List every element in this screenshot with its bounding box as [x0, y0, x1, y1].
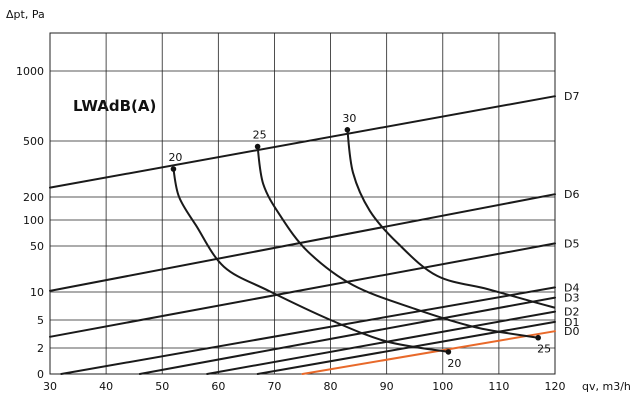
grid-layer: [49, 32, 556, 375]
series-line-d5: [49, 242, 556, 338]
x-tick-label: 40: [99, 380, 113, 393]
x-tick-label: 80: [324, 380, 338, 393]
series-label-d2: D2: [564, 306, 579, 319]
y-tick-label: 500: [23, 135, 44, 148]
noise-point: [445, 349, 452, 355]
y-tick-label: 2: [37, 342, 44, 355]
tick-layer: 30 40 50 60 70 80 90 100 110 12002510501002005001…: [16, 65, 566, 393]
x-axis-label: qv, m3/h: [582, 380, 631, 393]
noise-point: [535, 334, 541, 341]
x-tick-label: 110: [488, 380, 509, 393]
y-tick-label: 10: [30, 286, 44, 299]
curve-layer: [172, 129, 556, 353]
series-line-d6: [49, 193, 556, 292]
chart-title: LWAdB(A): [73, 97, 156, 115]
x-tick-label: 100: [432, 380, 453, 393]
label-layer: 20 25 30 20 25: [168, 112, 551, 370]
noise-point-label: 30: [342, 112, 356, 125]
noise-point-label: 20: [168, 151, 182, 164]
series-label-d5: D5: [564, 237, 579, 250]
x-tick-label: 60: [211, 380, 225, 393]
series-label-d4: D4: [564, 281, 579, 294]
y-tick-label: 50: [30, 240, 44, 253]
y-axis-label: Δpt, Pa: [6, 8, 45, 21]
series-label-d6: D6: [564, 188, 579, 201]
y-tick-label: 0: [37, 368, 44, 381]
noise-curve-20: [172, 168, 449, 353]
noise-point-label: 25: [537, 343, 551, 356]
noise-curve-25: [256, 146, 539, 339]
x-tick-label: 50: [155, 380, 169, 393]
noise-point-label: 20: [447, 357, 461, 370]
x-tick-label: 90: [380, 380, 394, 393]
y-tick-label: 1000: [16, 65, 44, 78]
noise-point: [344, 127, 351, 133]
series-line-d1: [256, 320, 556, 375]
series-line-d4: [60, 286, 556, 375]
y-tick-label: 100: [23, 214, 44, 227]
series-line-d0: [301, 330, 556, 375]
series-label-d3: D3: [564, 292, 579, 305]
series-line-d2: [206, 310, 556, 375]
series-label-d7: D7: [564, 90, 579, 103]
noise-curve-30: [346, 129, 556, 309]
noise-point: [170, 166, 177, 172]
y-tick-label: 5: [37, 314, 44, 327]
noise-point: [254, 143, 261, 150]
series-label-d0: D0: [564, 325, 579, 338]
noise-point-label: 25: [253, 129, 267, 142]
x-tick-label: 70: [267, 380, 281, 393]
series-line-d7: [49, 95, 556, 189]
x-tick-label: 30: [43, 380, 57, 393]
series-line-d3: [138, 296, 556, 375]
y-tick-label: 200: [23, 191, 44, 204]
x-tick-label: 120: [545, 380, 566, 393]
series-label-d1: D1: [564, 316, 579, 329]
